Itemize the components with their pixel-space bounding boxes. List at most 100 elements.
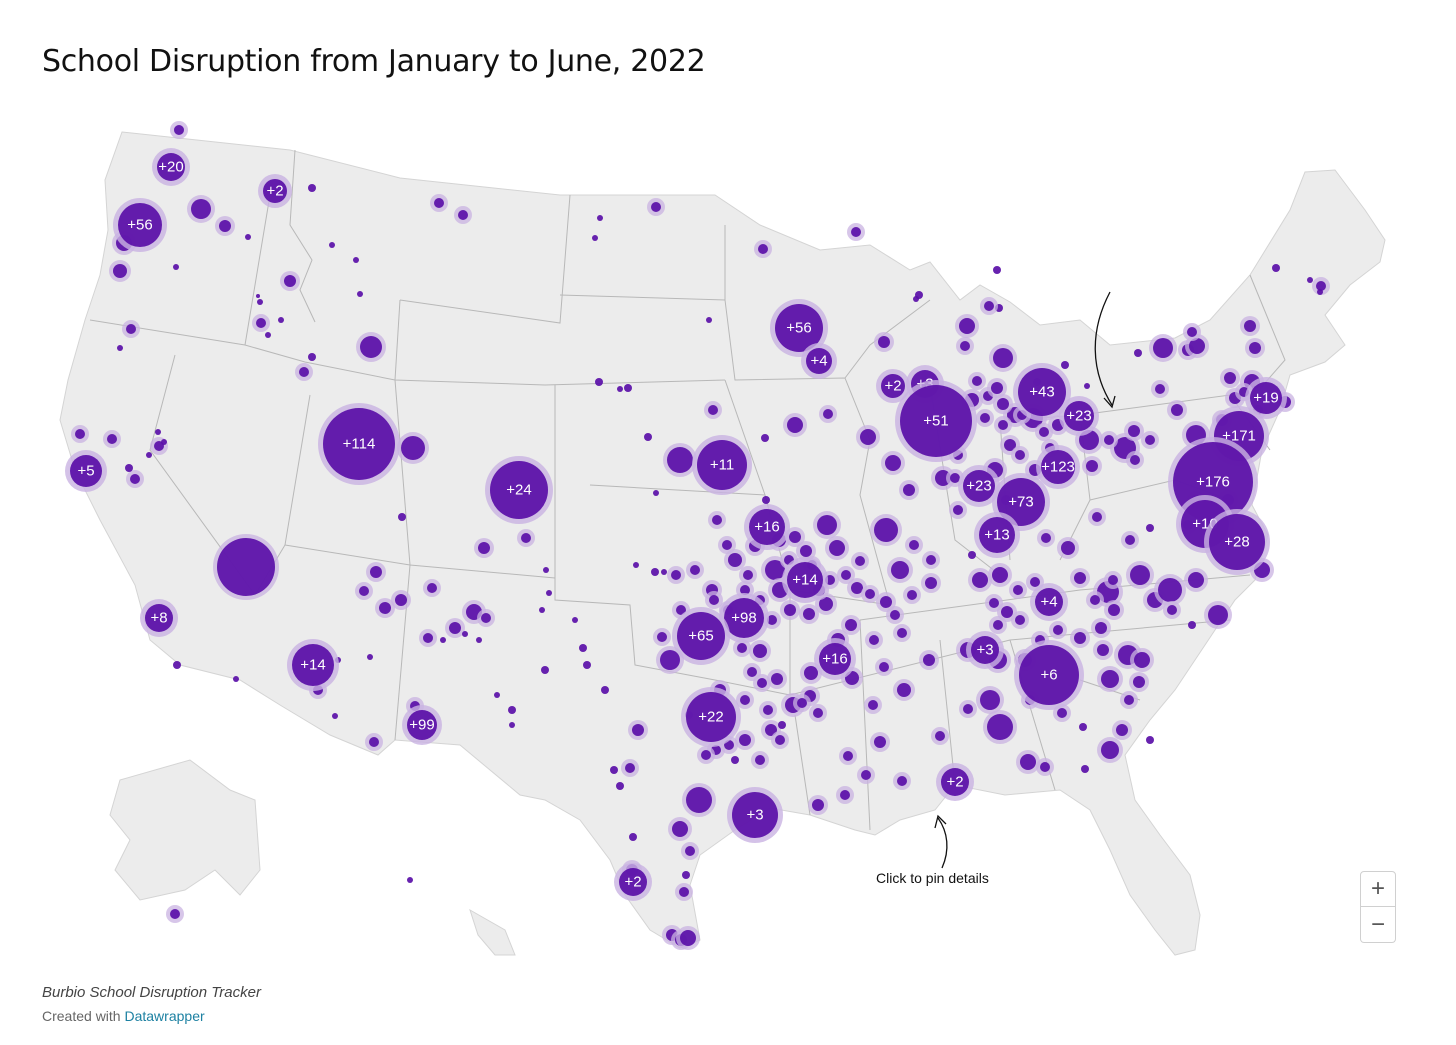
bubble[interactable] xyxy=(679,887,689,897)
bubble[interactable] xyxy=(462,631,468,637)
bubble[interactable] xyxy=(993,348,1013,368)
labeled-bubble[interactable] xyxy=(941,768,969,796)
bubble[interactable] xyxy=(984,301,994,311)
bubble[interactable] xyxy=(370,566,382,578)
bubble[interactable] xyxy=(592,235,598,241)
bubble[interactable] xyxy=(812,799,824,811)
bubble[interactable] xyxy=(865,589,875,599)
bubble[interactable] xyxy=(644,433,652,441)
bubble[interactable] xyxy=(299,367,309,377)
bubble[interactable] xyxy=(1116,724,1128,736)
bubble[interactable] xyxy=(583,661,591,669)
bubble[interactable] xyxy=(219,220,231,232)
bubble[interactable] xyxy=(1086,460,1098,472)
bubble[interactable] xyxy=(1108,575,1118,585)
labeled-bubble[interactable] xyxy=(263,179,287,203)
bubble[interactable] xyxy=(861,770,871,780)
labeled-bubble[interactable] xyxy=(963,470,995,502)
bubble[interactable] xyxy=(395,594,407,606)
labeled-bubble[interactable] xyxy=(1019,645,1079,705)
bubble[interactable] xyxy=(284,275,296,287)
bubble[interactable] xyxy=(308,353,316,361)
bubble[interactable] xyxy=(775,735,785,745)
bubble[interactable] xyxy=(926,555,936,565)
bubble[interactable] xyxy=(651,202,661,212)
bubble[interactable] xyxy=(778,721,786,729)
bubble[interactable] xyxy=(935,731,945,741)
bubble[interactable] xyxy=(1041,533,1051,543)
bubble[interactable] xyxy=(890,610,900,620)
bubble[interactable] xyxy=(308,184,316,192)
bubble[interactable] xyxy=(992,567,1008,583)
bubble[interactable] xyxy=(743,570,753,580)
bubble[interactable] xyxy=(191,199,211,219)
bubble[interactable] xyxy=(245,234,251,240)
bubble[interactable] xyxy=(913,296,919,302)
labeled-bubble[interactable] xyxy=(997,478,1045,526)
bubble[interactable] xyxy=(923,654,935,666)
bubble[interactable] xyxy=(761,434,769,442)
labeled-bubble[interactable] xyxy=(145,604,173,632)
bubble[interactable] xyxy=(660,650,680,670)
bubble[interactable] xyxy=(868,700,878,710)
bubble[interactable] xyxy=(423,633,433,643)
bubble[interactable] xyxy=(758,244,768,254)
bubble[interactable] xyxy=(1090,595,1100,605)
labeled-bubble[interactable] xyxy=(900,385,972,457)
labeled-bubble[interactable] xyxy=(619,868,647,896)
bubble[interactable] xyxy=(753,644,767,658)
labeled-bubble[interactable] xyxy=(292,644,334,686)
bubble[interactable] xyxy=(508,706,516,714)
labeled-bubble[interactable] xyxy=(1064,401,1094,431)
bubble[interactable] xyxy=(1187,327,1197,337)
bubble[interactable] xyxy=(1158,578,1182,602)
bubble[interactable] xyxy=(1030,577,1040,587)
bubble[interactable] xyxy=(739,734,751,746)
bubble[interactable] xyxy=(840,790,850,800)
bubble[interactable] xyxy=(993,620,1003,630)
bubble[interactable] xyxy=(458,210,468,220)
bubble[interactable] xyxy=(256,318,266,328)
bubble[interactable] xyxy=(997,398,1009,410)
bubble[interactable] xyxy=(1001,606,1013,618)
bubble[interactable] xyxy=(1189,338,1205,354)
bubble[interactable] xyxy=(980,690,1000,710)
bubble[interactable] xyxy=(869,635,879,645)
bubble[interactable] xyxy=(731,756,739,764)
bubble[interactable] xyxy=(610,766,618,774)
bubble[interactable] xyxy=(1020,754,1036,770)
bubble[interactable] xyxy=(1130,455,1140,465)
labeled-bubble[interactable] xyxy=(787,562,823,598)
bubble[interactable] xyxy=(891,561,909,579)
bubble[interactable] xyxy=(632,724,644,736)
bubble[interactable] xyxy=(357,291,363,297)
bubble[interactable] xyxy=(379,602,391,614)
bubble[interactable] xyxy=(1081,765,1089,773)
labeled-bubble[interactable] xyxy=(118,203,162,247)
bubble[interactable] xyxy=(1015,615,1025,625)
bubble[interactable] xyxy=(722,540,732,550)
bubble[interactable] xyxy=(755,755,765,765)
bubble[interactable] xyxy=(478,542,490,554)
bubble[interactable] xyxy=(885,455,901,471)
bubble[interactable] xyxy=(601,686,609,694)
zoom-out-button[interactable]: − xyxy=(1360,907,1396,943)
bubble[interactable] xyxy=(968,551,976,559)
bubble[interactable] xyxy=(1307,277,1313,283)
bubble[interactable] xyxy=(1224,372,1236,384)
bubble[interactable] xyxy=(690,565,700,575)
bubble[interactable] xyxy=(509,722,515,728)
bubble[interactable] xyxy=(991,382,1003,394)
bubble[interactable] xyxy=(879,662,889,672)
bubble[interactable] xyxy=(907,590,917,600)
bubble[interactable] xyxy=(682,871,690,879)
bubble[interactable] xyxy=(709,595,719,605)
bubble[interactable] xyxy=(728,553,742,567)
bubble[interactable] xyxy=(789,531,801,543)
bubble[interactable] xyxy=(329,242,335,248)
labeled-bubble[interactable] xyxy=(724,598,764,638)
bubble[interactable] xyxy=(449,622,461,634)
bubble[interactable] xyxy=(126,324,136,334)
bubble[interactable] xyxy=(804,666,818,680)
